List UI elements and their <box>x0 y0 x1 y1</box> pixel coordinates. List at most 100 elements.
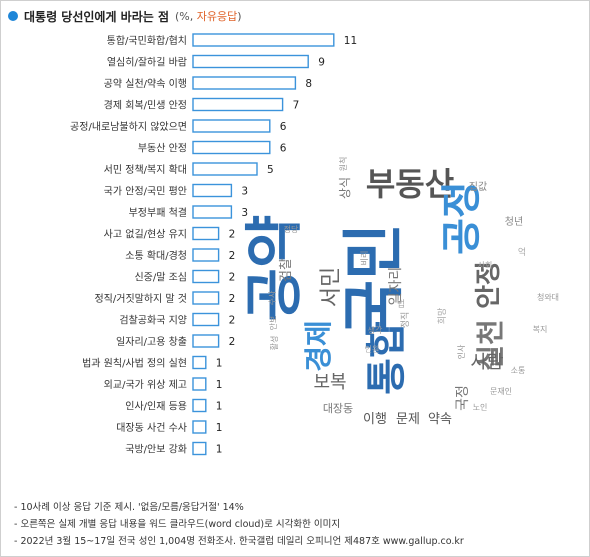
category-label: 공정/내로남불하지 않았으면 <box>70 120 187 133</box>
cloud-word: 검찰 <box>279 258 294 282</box>
category-label: 통합/국민화합/협치 <box>107 34 187 47</box>
cloud-word: 억 <box>518 246 526 258</box>
category-label: 부동산 안정 <box>138 143 187 155</box>
footer-note-3: - 2022년 3월 15~17일 전국 성인 1,004명 전화조사. 한국갤… <box>14 536 464 547</box>
cloud-word: 생각 <box>368 325 383 335</box>
value-label: 2 <box>229 250 236 262</box>
bar <box>192 377 207 391</box>
category-label: 국가 안정/국민 평안 <box>104 186 187 198</box>
cloud-word: 경제 <box>302 320 335 372</box>
cloud-word: 사람 <box>470 352 503 373</box>
bar <box>192 441 207 456</box>
bar <box>192 33 335 47</box>
cloud-word: 안정 <box>474 261 504 309</box>
category-label: 경제 회복/민생 안정 <box>104 99 187 112</box>
cloud-word: 비리 <box>360 251 369 266</box>
cloud-word: 대장동 <box>323 402 353 415</box>
cloud-word: 노인 <box>473 402 488 412</box>
cloud-word: 법 <box>397 299 405 310</box>
cloud-word: 청와대 <box>537 292 559 302</box>
cloud-word: 이행 <box>363 411 387 427</box>
value-label: 3 <box>241 207 248 219</box>
value-label: 2 <box>229 315 236 327</box>
bar <box>192 269 220 284</box>
cloud-word: 원칙 <box>339 157 348 172</box>
category-label: 일자리/고용 창출 <box>116 336 187 348</box>
value-label: 9 <box>318 57 325 69</box>
category-label: 서민 정책/복지 확대 <box>104 164 187 176</box>
subtitle-accent: 자유응답 <box>196 10 238 23</box>
cloud-word: 문제 <box>396 412 420 427</box>
value-label: 1 <box>216 444 223 456</box>
value-label: 2 <box>229 336 236 348</box>
category-label: 인사/인재 등용 <box>125 401 187 413</box>
cloud-word: 서민 <box>319 267 344 307</box>
category-label: 외교/국가 위상 제고 <box>104 378 187 391</box>
bar <box>192 291 220 305</box>
bar <box>192 248 220 262</box>
bullet-dot-icon <box>8 11 18 21</box>
value-label: 1 <box>216 358 223 370</box>
footer-note-1: - 10사례 이상 응답 기준 제시. '없음/모름/응답거절' 14% <box>14 502 244 513</box>
chart-subtitle: (%, 자유응답) <box>175 8 242 24</box>
cloud-word: 청년 <box>505 216 523 228</box>
value-label: 6 <box>280 121 287 133</box>
cloud-word: 인사 <box>456 344 466 359</box>
bar-chart: 통합/국민화합/협치 1 1 열심히/잘하길 바람 9 공약 실천/약속 이행 8 경제 회복… <box>70 33 559 456</box>
cloud-word: 정당 <box>284 224 299 234</box>
bar <box>192 312 220 327</box>
value-label: 7 <box>293 100 300 112</box>
footer-note-2: - 오른쪽은 실제 개별 응답 내용을 워드 클라우드(word cloud)로… <box>14 519 341 530</box>
category-label: 사고 없길/현상 유지 <box>104 228 187 241</box>
category-label: 부정부패 척결 <box>129 207 187 219</box>
category-label: 법과 원칙/사법 정의 실현 <box>82 358 187 370</box>
chart-header: 대통령 당선인에게 바라는 점 (%, 자유응답) <box>8 6 242 26</box>
bar <box>192 119 271 133</box>
bar <box>192 205 233 219</box>
cloud-word: 인원 <box>365 344 380 354</box>
category-label: 정직/거짓말하지 말 것 <box>94 292 187 305</box>
cloud-word: 일자리 <box>388 267 404 306</box>
bar <box>192 97 284 112</box>
value-label: 1 <box>216 379 223 391</box>
subtitle-suffix: ) <box>237 10 242 23</box>
chart-title: 대통령 당선인에게 바라는 점 <box>24 9 170 24</box>
bar <box>192 398 207 413</box>
subtitle-prefix: (%, <box>175 10 197 23</box>
cloud-word: 실천 <box>474 319 507 371</box>
cloud-word: 국민 <box>337 223 410 337</box>
cloud-word: 약속 <box>428 412 452 427</box>
cloud-word: 공정 <box>439 181 485 255</box>
category-label: 열심히/잘하길 바람 <box>107 56 187 69</box>
value-label: 3 <box>241 186 248 198</box>
bar <box>192 76 297 90</box>
value-label: 6 <box>280 143 287 155</box>
category-label: 검찰공화국 지양 <box>119 315 187 327</box>
category-label: 공약 실천/약속 이행 <box>104 78 187 90</box>
value-label: 2 <box>229 272 236 284</box>
cloud-word: 수사 <box>268 290 277 305</box>
value-label: 2 <box>229 229 236 241</box>
cloud-word: 상식 <box>338 177 352 199</box>
cloud-word: 보복 <box>313 372 346 393</box>
bar <box>192 162 258 176</box>
cloud-word: 국정 <box>455 385 471 411</box>
bar <box>192 183 233 198</box>
cloud-word: 부동산 <box>366 165 454 203</box>
category-label: 국방/안보 강화 <box>125 444 187 456</box>
value-label: 5 <box>267 164 274 176</box>
cloud-word: 집값 <box>469 181 487 193</box>
footer-notes: - 10사례 이상 응답 기준 제시. '없음/모름/응답거절' 14% - 오… <box>14 499 464 550</box>
category-label: 신중/말 조심 <box>134 272 187 284</box>
bar <box>192 334 220 348</box>
cloud-word: 활성 <box>269 336 279 351</box>
bar <box>192 226 220 241</box>
cloud-word: 공약 <box>240 215 308 322</box>
value-label: 8 <box>305 78 312 90</box>
value-label: 2 <box>229 293 236 305</box>
cloud-word: 복지 <box>533 325 548 334</box>
bar <box>192 54 309 69</box>
value-label: 1 <box>216 422 223 434</box>
category-label: 대장동 사건 수사 <box>116 422 187 434</box>
